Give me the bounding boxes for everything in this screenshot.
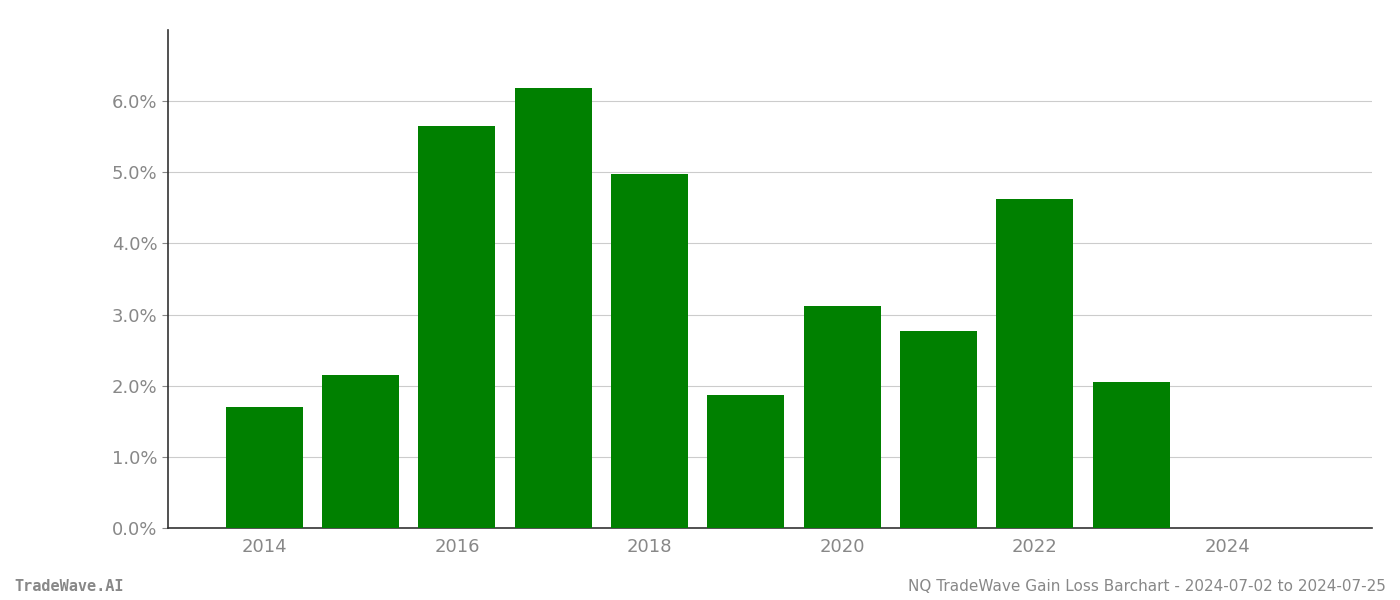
Bar	[610, 174, 689, 528]
Bar	[419, 126, 496, 528]
Bar	[515, 88, 592, 528]
Bar	[1092, 382, 1170, 528]
Text: NQ TradeWave Gain Loss Barchart - 2024-07-02 to 2024-07-25: NQ TradeWave Gain Loss Barchart - 2024-0…	[909, 579, 1386, 594]
Bar	[322, 375, 399, 528]
Text: TradeWave.AI: TradeWave.AI	[14, 579, 123, 594]
Bar	[225, 407, 302, 528]
Bar	[707, 395, 784, 528]
Bar	[900, 331, 977, 528]
Bar	[804, 306, 881, 528]
Bar	[997, 199, 1074, 528]
